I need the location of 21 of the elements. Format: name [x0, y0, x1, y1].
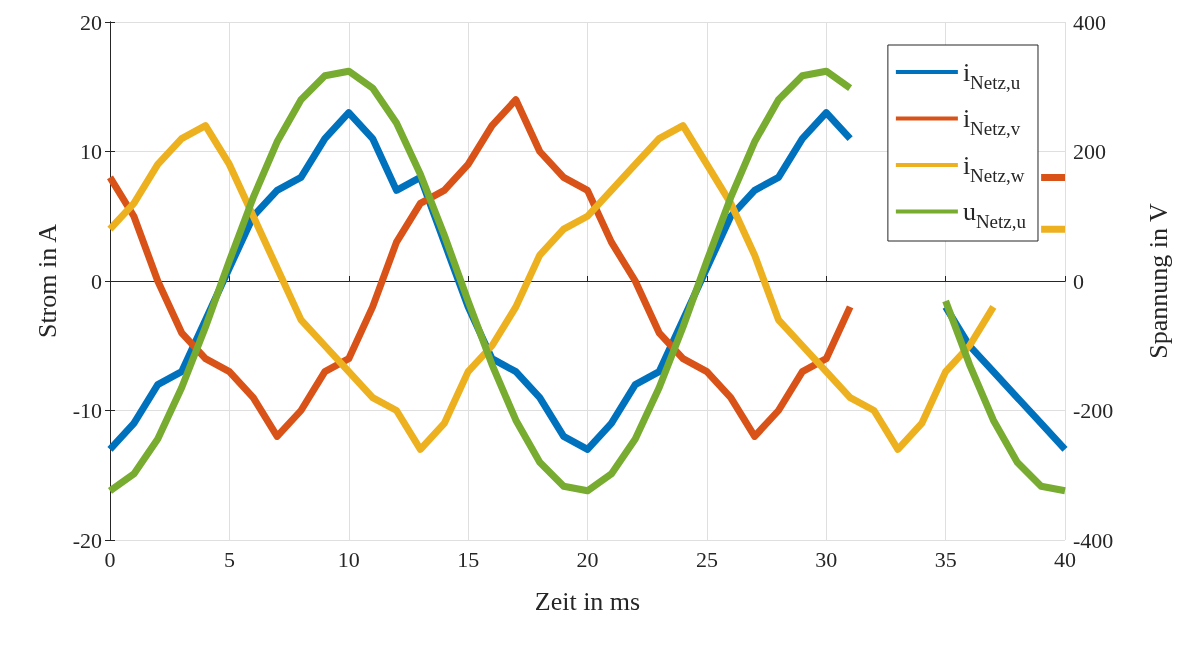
x-tick-label: 5 [223, 546, 235, 572]
y2-axis-title: Spannung in V [1143, 203, 1173, 359]
y-tick-label: 0 [91, 268, 102, 294]
y2-tick-label: -400 [1073, 527, 1114, 553]
x-tick-label: 20 [576, 546, 599, 572]
y2-tick-label: 0 [1073, 268, 1084, 294]
y2-tick-label: -200 [1073, 398, 1114, 423]
x-tick-label: 40 [1054, 546, 1076, 572]
x-tick-label: 35 [934, 546, 957, 572]
x-tick-label: 15 [457, 546, 480, 572]
x-tick-label: 30 [815, 546, 838, 572]
y-tick-label: -10 [72, 398, 102, 423]
y-axis-title: Strom in A [32, 223, 62, 339]
y2-tick-label: 200 [1073, 139, 1106, 164]
x-tick-label: 10 [337, 546, 360, 572]
x-axis-title: Zeit in ms [534, 586, 641, 616]
y-tick-label: 10 [80, 139, 102, 164]
y-tick-label: 20 [80, 9, 102, 35]
y2-tick-label: 400 [1073, 9, 1106, 35]
y-tick-label: -20 [72, 527, 102, 553]
x-tick-label: 25 [695, 546, 718, 572]
